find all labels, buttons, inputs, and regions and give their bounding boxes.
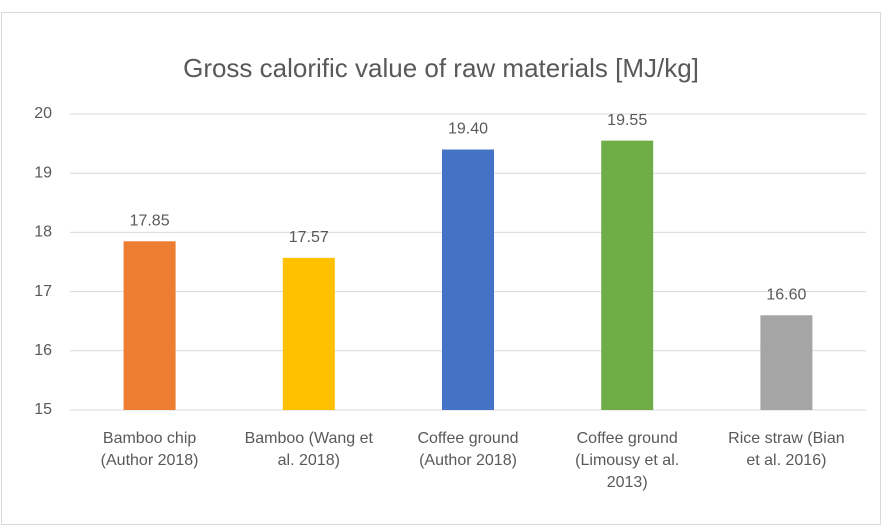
y-tick-label: 20 xyxy=(34,105,52,122)
data-label: 19.55 xyxy=(607,112,647,129)
x-tick-label: Coffee ground (Limousy et al. 2013) xyxy=(575,430,680,491)
y-tick-label: 19 xyxy=(34,164,52,181)
x-tick-label: Bamboo chip (Author 2018) xyxy=(100,430,199,469)
bar xyxy=(442,149,494,410)
bar xyxy=(282,257,335,410)
x-tick-label: Coffee ground (Author 2018) xyxy=(417,430,519,469)
data-label: 16.60 xyxy=(766,286,806,303)
x-tick-label: Bamboo (Wang et al. 2018) xyxy=(244,430,373,469)
data-label: 17.57 xyxy=(289,229,329,246)
bar xyxy=(760,315,813,410)
bar xyxy=(123,241,176,410)
y-tick-label: 17 xyxy=(34,283,52,300)
x-tick-label: Rice straw (Bian et al. 2016) xyxy=(728,430,845,469)
bar xyxy=(601,140,654,410)
chart-title: Gross calorific value of raw materials [… xyxy=(183,53,699,83)
y-tick-label: 18 xyxy=(34,224,52,241)
y-tick-label: 16 xyxy=(34,342,52,359)
data-label: 19.40 xyxy=(448,121,488,138)
data-label: 17.85 xyxy=(130,212,170,229)
y-tick-label: 15 xyxy=(34,401,52,418)
